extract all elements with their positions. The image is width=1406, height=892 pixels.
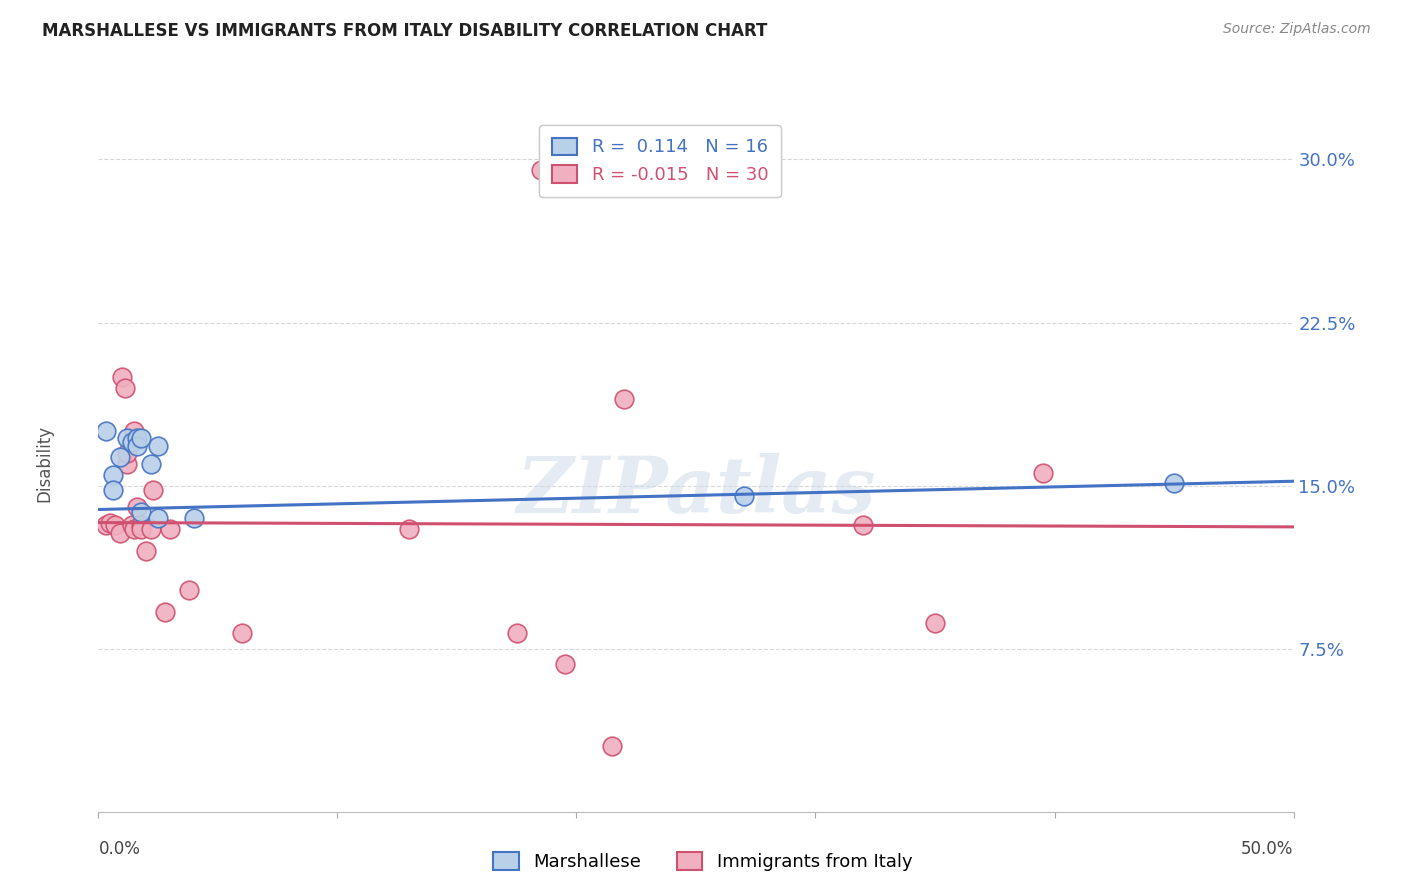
Point [115,446,138,460]
Point [398,522,420,536]
Point [108,526,131,541]
Point [1163,476,1185,491]
Text: 50.0%: 50.0% [1241,839,1294,857]
Text: ZIPatlas: ZIPatlas [516,453,876,530]
Point [131,505,153,519]
Point [121,435,143,450]
Point [101,467,124,482]
Point [101,483,124,497]
Point [104,517,127,532]
Point [602,739,624,754]
Point [135,544,157,558]
Point [183,511,205,525]
Point [148,511,170,525]
Point [115,457,138,471]
Text: Source: ZipAtlas.com: Source: ZipAtlas.com [1223,22,1371,37]
Point [131,522,153,536]
Text: 0.0%: 0.0% [98,839,141,857]
Point [142,483,165,497]
Point [131,431,153,445]
Point [98,516,122,530]
Point [124,424,146,438]
Point [131,517,153,532]
Point [554,657,576,671]
Point [139,457,162,471]
Point [111,369,134,384]
Point [179,582,201,597]
Point [115,431,138,445]
Point [1032,466,1054,480]
Point [125,440,148,454]
Point [125,500,148,515]
Point [613,392,636,406]
Legend: R =  0.114   N = 16, R = -0.015   N = 30: R = 0.114 N = 16, R = -0.015 N = 30 [540,125,780,197]
Point [159,522,181,536]
Text: MARSHALLESE VS IMMIGRANTS FROM ITALY DISABILITY CORRELATION CHART: MARSHALLESE VS IMMIGRANTS FROM ITALY DIS… [42,22,768,40]
Text: Disability: Disability [35,425,53,502]
Point [231,626,253,640]
Point [124,522,146,536]
Point [108,450,131,465]
Point [121,517,143,532]
Point [924,615,946,630]
Point [529,163,551,178]
Point [94,517,117,532]
Point [139,522,162,536]
Point [852,517,875,532]
Point [148,440,170,454]
Point [94,424,117,438]
Point [506,626,529,640]
Point [114,381,136,395]
Point [155,605,177,619]
Legend: Marshallese, Immigrants from Italy: Marshallese, Immigrants from Italy [486,846,920,879]
Point [125,431,148,445]
Point [733,490,755,504]
